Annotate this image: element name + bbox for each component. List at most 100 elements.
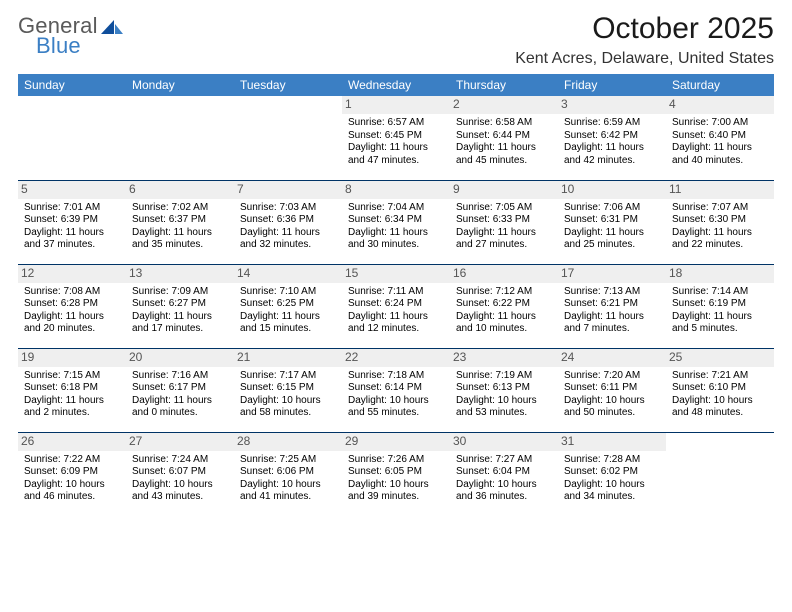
daylight-text-1: Daylight: 10 hours xyxy=(348,479,444,492)
day-cell: 6Sunrise: 7:02 AMSunset: 6:37 PMDaylight… xyxy=(126,180,234,264)
day-cell: 9Sunrise: 7:05 AMSunset: 6:33 PMDaylight… xyxy=(450,180,558,264)
header: General Blue October 2025 Kent Acres, De… xyxy=(18,14,774,68)
day-cell: 24Sunrise: 7:20 AMSunset: 6:11 PMDayligh… xyxy=(558,348,666,432)
sunset-text: Sunset: 6:22 PM xyxy=(456,298,552,311)
day-cell: 21Sunrise: 7:17 AMSunset: 6:15 PMDayligh… xyxy=(234,348,342,432)
daylight-text-2: and 46 minutes. xyxy=(24,491,120,504)
empty-cell xyxy=(666,432,774,516)
daylight-text-2: and 27 minutes. xyxy=(456,239,552,252)
daylight-text-2: and 5 minutes. xyxy=(672,323,768,336)
empty-cell xyxy=(126,96,234,180)
day-number: 31 xyxy=(558,433,666,451)
sunset-text: Sunset: 6:14 PM xyxy=(348,382,444,395)
calendar-row: 26Sunrise: 7:22 AMSunset: 6:09 PMDayligh… xyxy=(18,432,774,516)
sunrise-text: Sunrise: 7:20 AM xyxy=(564,370,660,383)
sunrise-text: Sunrise: 7:07 AM xyxy=(672,202,768,215)
col-friday: Friday xyxy=(558,74,666,96)
col-sunday: Sunday xyxy=(18,74,126,96)
day-number: 27 xyxy=(126,433,234,451)
daylight-text-2: and 37 minutes. xyxy=(24,239,120,252)
daylight-text-1: Daylight: 11 hours xyxy=(456,311,552,324)
daylight-text-1: Daylight: 11 hours xyxy=(24,227,120,240)
location-text: Kent Acres, Delaware, United States xyxy=(515,50,774,68)
page-title: October 2025 xyxy=(515,14,774,44)
sunset-text: Sunset: 6:33 PM xyxy=(456,214,552,227)
sunrise-text: Sunrise: 7:26 AM xyxy=(348,454,444,467)
sunset-text: Sunset: 6:40 PM xyxy=(672,130,768,143)
day-cell: 1Sunrise: 6:57 AMSunset: 6:45 PMDaylight… xyxy=(342,96,450,180)
sunset-text: Sunset: 6:21 PM xyxy=(564,298,660,311)
day-cell: 25Sunrise: 7:21 AMSunset: 6:10 PMDayligh… xyxy=(666,348,774,432)
day-number: 8 xyxy=(342,181,450,199)
day-number: 2 xyxy=(450,96,558,114)
day-number: 26 xyxy=(18,433,126,451)
daylight-text-2: and 35 minutes. xyxy=(132,239,228,252)
day-number: 7 xyxy=(234,181,342,199)
sunset-text: Sunset: 6:28 PM xyxy=(24,298,120,311)
daylight-text-1: Daylight: 11 hours xyxy=(564,311,660,324)
sunrise-text: Sunrise: 7:21 AM xyxy=(672,370,768,383)
day-number: 12 xyxy=(18,265,126,283)
daylight-text-1: Daylight: 10 hours xyxy=(456,395,552,408)
day-cell: 10Sunrise: 7:06 AMSunset: 6:31 PMDayligh… xyxy=(558,180,666,264)
day-cell: 5Sunrise: 7:01 AMSunset: 6:39 PMDaylight… xyxy=(18,180,126,264)
day-number: 20 xyxy=(126,349,234,367)
calendar-table: Sunday Monday Tuesday Wednesday Thursday… xyxy=(18,74,774,516)
daylight-text-2: and 34 minutes. xyxy=(564,491,660,504)
day-cell: 12Sunrise: 7:08 AMSunset: 6:28 PMDayligh… xyxy=(18,264,126,348)
day-number: 21 xyxy=(234,349,342,367)
daylight-text-2: and 47 minutes. xyxy=(348,155,444,168)
day-cell: 29Sunrise: 7:26 AMSunset: 6:05 PMDayligh… xyxy=(342,432,450,516)
day-number: 11 xyxy=(666,181,774,199)
day-number: 29 xyxy=(342,433,450,451)
daylight-text-1: Daylight: 11 hours xyxy=(564,227,660,240)
daylight-text-1: Daylight: 10 hours xyxy=(564,479,660,492)
day-number: 25 xyxy=(666,349,774,367)
day-number: 13 xyxy=(126,265,234,283)
daylight-text-1: Daylight: 11 hours xyxy=(672,311,768,324)
calendar-row: 19Sunrise: 7:15 AMSunset: 6:18 PMDayligh… xyxy=(18,348,774,432)
sunrise-text: Sunrise: 7:15 AM xyxy=(24,370,120,383)
day-cell: 4Sunrise: 7:00 AMSunset: 6:40 PMDaylight… xyxy=(666,96,774,180)
daylight-text-1: Daylight: 11 hours xyxy=(348,311,444,324)
sunrise-text: Sunrise: 6:59 AM xyxy=(564,117,660,130)
day-cell: 8Sunrise: 7:04 AMSunset: 6:34 PMDaylight… xyxy=(342,180,450,264)
sunrise-text: Sunrise: 7:10 AM xyxy=(240,286,336,299)
daylight-text-2: and 48 minutes. xyxy=(672,407,768,420)
daylight-text-1: Daylight: 11 hours xyxy=(132,227,228,240)
calendar-row: 5Sunrise: 7:01 AMSunset: 6:39 PMDaylight… xyxy=(18,180,774,264)
daylight-text-2: and 40 minutes. xyxy=(672,155,768,168)
day-cell: 7Sunrise: 7:03 AMSunset: 6:36 PMDaylight… xyxy=(234,180,342,264)
daylight-text-1: Daylight: 11 hours xyxy=(132,311,228,324)
sunrise-text: Sunrise: 7:28 AM xyxy=(564,454,660,467)
daylight-text-1: Daylight: 11 hours xyxy=(24,395,120,408)
day-cell: 15Sunrise: 7:11 AMSunset: 6:24 PMDayligh… xyxy=(342,264,450,348)
day-number: 16 xyxy=(450,265,558,283)
daylight-text-1: Daylight: 11 hours xyxy=(240,311,336,324)
sunset-text: Sunset: 6:06 PM xyxy=(240,466,336,479)
sunrise-text: Sunrise: 7:14 AM xyxy=(672,286,768,299)
day-number: 23 xyxy=(450,349,558,367)
daylight-text-2: and 2 minutes. xyxy=(24,407,120,420)
sunset-text: Sunset: 6:10 PM xyxy=(672,382,768,395)
sunset-text: Sunset: 6:27 PM xyxy=(132,298,228,311)
col-saturday: Saturday xyxy=(666,74,774,96)
sunrise-text: Sunrise: 7:02 AM xyxy=(132,202,228,215)
day-number: 9 xyxy=(450,181,558,199)
daylight-text-2: and 10 minutes. xyxy=(456,323,552,336)
sunrise-text: Sunrise: 7:01 AM xyxy=(24,202,120,215)
day-cell: 16Sunrise: 7:12 AMSunset: 6:22 PMDayligh… xyxy=(450,264,558,348)
daylight-text-1: Daylight: 10 hours xyxy=(240,479,336,492)
daylight-text-2: and 41 minutes. xyxy=(240,491,336,504)
day-number: 10 xyxy=(558,181,666,199)
sunset-text: Sunset: 6:25 PM xyxy=(240,298,336,311)
sail-icon xyxy=(101,18,123,37)
sunrise-text: Sunrise: 7:16 AM xyxy=(132,370,228,383)
sunset-text: Sunset: 6:13 PM xyxy=(456,382,552,395)
sunrise-text: Sunrise: 7:00 AM xyxy=(672,117,768,130)
daylight-text-2: and 17 minutes. xyxy=(132,323,228,336)
brand-part2: Blue xyxy=(36,36,141,57)
daylight-text-1: Daylight: 10 hours xyxy=(348,395,444,408)
sunrise-text: Sunrise: 7:09 AM xyxy=(132,286,228,299)
day-cell: 17Sunrise: 7:13 AMSunset: 6:21 PMDayligh… xyxy=(558,264,666,348)
